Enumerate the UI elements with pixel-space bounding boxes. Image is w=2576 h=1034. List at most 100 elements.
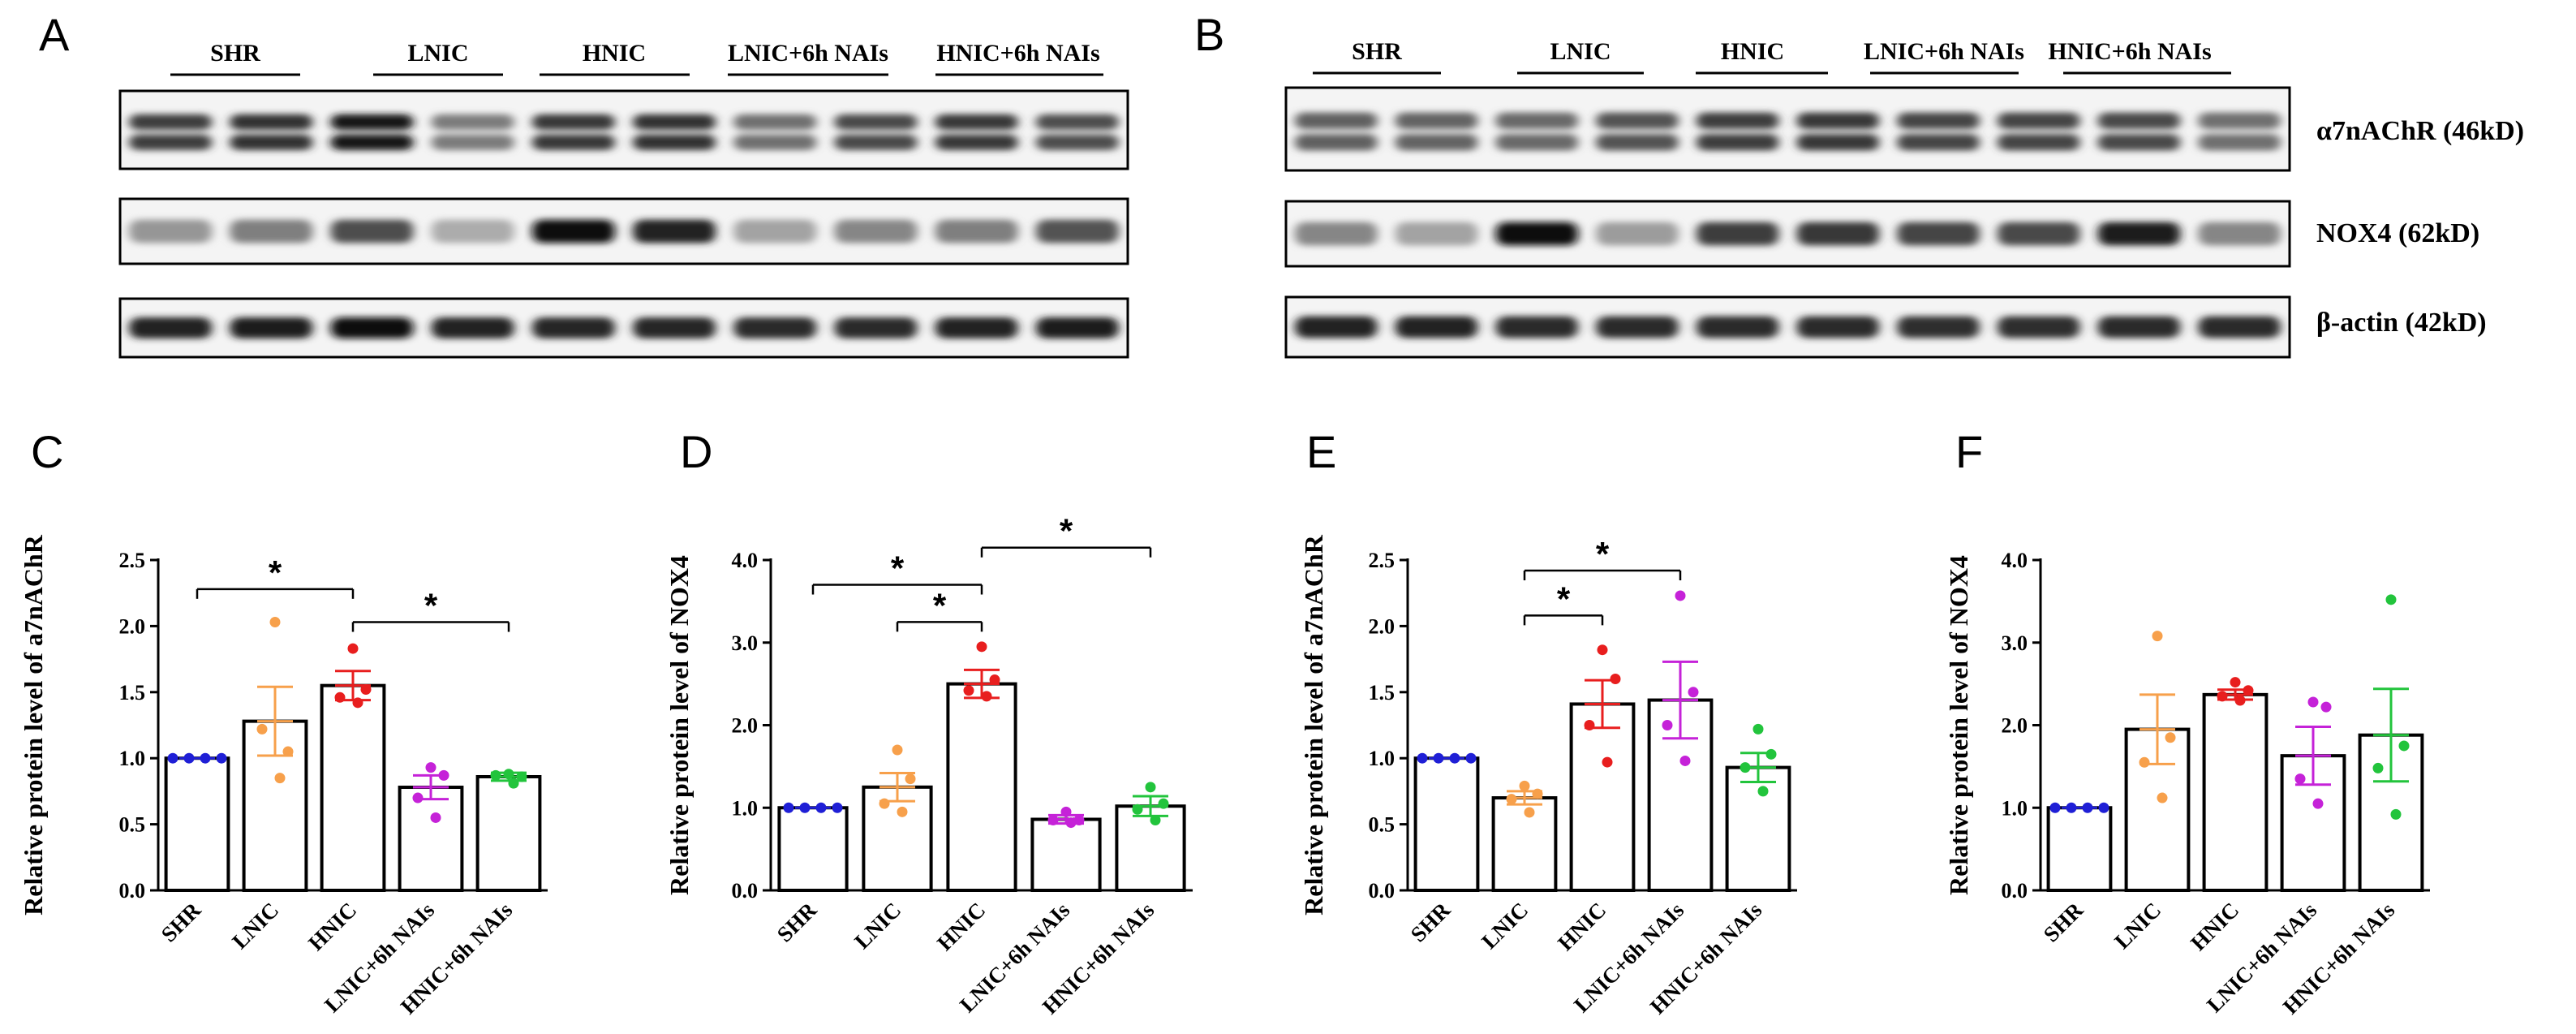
data-point xyxy=(1757,786,1769,797)
blot-band xyxy=(1035,317,1119,338)
blot-band xyxy=(129,317,213,338)
blot-b-group-label-lnic-nais: LNIC+6h NAIs xyxy=(1864,38,2024,65)
y-tick-label: 3.0 xyxy=(732,631,759,655)
significance-star: * xyxy=(891,549,905,588)
bar xyxy=(1569,702,1636,893)
x-tick-label: SHR xyxy=(2039,898,2088,947)
blot-bands xyxy=(129,219,1119,243)
data-point xyxy=(2217,691,2228,702)
blot-band xyxy=(330,317,414,338)
bar xyxy=(164,756,230,893)
blot-band-upper xyxy=(633,114,716,130)
y-tick-label: 3.0 xyxy=(2002,631,2028,655)
blot-band-upper xyxy=(1035,114,1119,130)
blot-band-upper xyxy=(1897,112,1980,129)
blot-band xyxy=(2198,316,2281,338)
data-point xyxy=(892,744,903,756)
blot-a-group-label-hnic-nais: HNIC+6h NAIs xyxy=(936,40,1099,67)
x-tick-label: HNIC xyxy=(932,898,990,955)
data-point xyxy=(438,769,449,781)
bar xyxy=(1030,817,1102,892)
data-point xyxy=(1752,723,1764,735)
x-tick-label: HNIC xyxy=(2186,898,2243,955)
data-point xyxy=(783,802,794,813)
bar xyxy=(2202,692,2269,892)
blot-band xyxy=(230,219,313,243)
blot-band-upper xyxy=(431,114,514,130)
data-point xyxy=(1145,782,1156,793)
data-point xyxy=(2098,802,2109,813)
blot-band xyxy=(2198,222,2281,246)
blot-b-group-label-shr: SHR xyxy=(1352,38,1402,65)
data-point xyxy=(2320,701,2332,713)
western-blot-a: SHR LNIC HNIC LNIC+6h NAIs HNIC+6h NAIs xyxy=(118,40,1129,359)
y-tick-label: 2.0 xyxy=(1369,614,1396,638)
data-point xyxy=(282,746,294,757)
blot-band-upper xyxy=(1295,112,1378,129)
data-point xyxy=(2157,792,2168,804)
data-point xyxy=(879,798,890,809)
blot-band-lower xyxy=(230,134,313,150)
significance-star: * xyxy=(424,587,438,625)
blot-band-lower xyxy=(1998,134,2080,151)
data-point xyxy=(1532,788,1543,799)
data-point xyxy=(412,792,424,804)
blot-band-lower xyxy=(935,134,1018,150)
blot-band-lower xyxy=(1295,134,1378,151)
blot-band-upper xyxy=(1596,112,1679,129)
data-point xyxy=(2372,762,2384,773)
blot-bands xyxy=(1295,316,2281,338)
x-tick-label: HNIC xyxy=(1553,898,1611,955)
blot-band xyxy=(733,317,817,338)
blot-b-group-label-lnic: LNIC xyxy=(1550,38,1611,65)
blot-band xyxy=(1295,222,1378,246)
y-axis-label: Relative protein level of a7nAChR xyxy=(1299,534,1328,916)
data-point xyxy=(2165,732,2176,743)
blot-band-lower xyxy=(531,134,615,150)
y-tick-label: 2.0 xyxy=(2002,714,2028,738)
y-tick-label: 1.5 xyxy=(119,681,146,704)
blot-row xyxy=(118,297,1129,359)
blot-a-group-label-lnic: LNIC xyxy=(407,40,468,67)
y-tick-label: 4.0 xyxy=(2002,549,2028,572)
blot-bands xyxy=(129,317,1119,338)
data-point xyxy=(1675,590,1686,601)
data-point xyxy=(2066,802,2077,813)
panel-letter-b: B xyxy=(1194,9,1224,60)
data-point xyxy=(1662,720,1673,730)
blot-band-lower xyxy=(1897,134,1980,151)
blot-band-lower xyxy=(330,134,414,150)
blot-band xyxy=(1495,316,1578,338)
y-tick-label: 0.0 xyxy=(119,879,146,903)
bar xyxy=(862,785,933,892)
blot-band-lower xyxy=(431,134,514,150)
blot-band-upper xyxy=(330,114,414,130)
data-point xyxy=(1047,815,1059,826)
x-tick-label: SHR xyxy=(157,898,206,947)
data-point xyxy=(269,617,281,628)
bar xyxy=(1725,765,1791,893)
bar-chart-c: 0.0 0.5 1.0 1.5 2.0 2.5 Relative protein level… xyxy=(19,534,548,1019)
data-point xyxy=(1449,752,1460,764)
data-point xyxy=(2049,802,2061,813)
blot-band-lower xyxy=(129,134,213,150)
data-point xyxy=(2294,773,2306,785)
bar xyxy=(320,683,386,892)
y-tick-label: 2.5 xyxy=(1369,549,1396,572)
y-tick-label: 1.0 xyxy=(119,747,146,770)
blot-row xyxy=(118,89,1129,170)
blot-band xyxy=(1596,316,1679,338)
blot-a-band-rows xyxy=(118,89,1129,359)
blot-b-label-nox4: NOX4 (62kD) xyxy=(2316,218,2479,248)
data-point xyxy=(832,802,843,813)
data-point xyxy=(1740,762,1751,773)
blot-band-upper xyxy=(935,114,1018,130)
data-point xyxy=(360,684,372,696)
blot-bands xyxy=(1295,222,2281,246)
panel-letter-d: D xyxy=(680,426,712,477)
data-point xyxy=(2385,594,2397,605)
data-point xyxy=(490,769,501,781)
bar-chart-e: 0.0 0.5 1.0 1.5 2.0 2.5 Relative protein level… xyxy=(1299,534,1797,1019)
blot-band xyxy=(2097,316,2181,338)
